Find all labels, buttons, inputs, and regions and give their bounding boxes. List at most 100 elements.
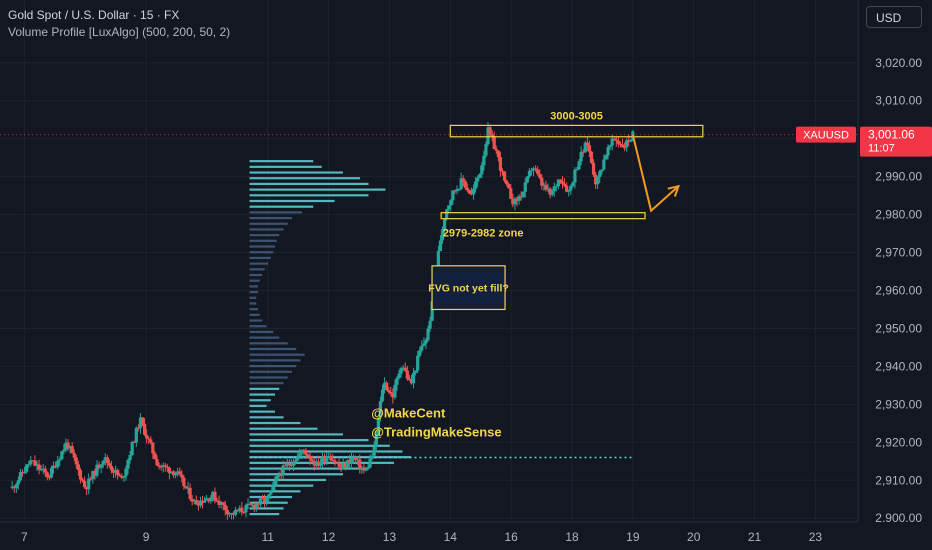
- candle-body: [186, 487, 190, 489]
- candle-body: [531, 168, 536, 171]
- candle-body: [122, 476, 126, 478]
- candle-body: [27, 464, 31, 466]
- candle-body: [167, 467, 172, 474]
- price-tick-label: 3,010.00: [875, 94, 922, 108]
- volume-profile-bar: [249, 421, 301, 425]
- price-tick-label: 2,900.00: [875, 511, 922, 525]
- candle-body: [74, 457, 78, 465]
- time-tick-label: 16: [504, 530, 518, 544]
- candle-body: [35, 464, 39, 466]
- volume-profile-bar: [249, 404, 267, 408]
- candle-body: [238, 507, 242, 512]
- candle-body: [591, 162, 596, 175]
- candle-body: [438, 240, 443, 251]
- candle-body: [312, 461, 316, 466]
- candle-body: [538, 173, 542, 178]
- candle-body: [267, 494, 271, 498]
- volume-profile-bar: [249, 387, 280, 390]
- candle-body: [134, 427, 138, 443]
- time-tick-label: 7: [21, 530, 28, 544]
- candle-body: [556, 179, 560, 187]
- candle-body: [58, 459, 62, 461]
- candle-body: [629, 139, 633, 142]
- volume-profile-bar: [249, 194, 369, 197]
- volume-profile-bar: [249, 239, 277, 242]
- volume-profile-bar: [249, 450, 403, 453]
- candle-body: [600, 169, 604, 172]
- volume-profile-bar: [249, 262, 269, 265]
- candle-body: [103, 457, 107, 461]
- volume-profile-bar: [249, 234, 280, 237]
- candle-body: [111, 470, 116, 473]
- candle-body: [587, 145, 592, 152]
- volume-profile-bar: [249, 410, 275, 413]
- candle-body: [612, 138, 616, 140]
- volume-profile-bar: [249, 268, 265, 271]
- candle-body: [610, 138, 614, 146]
- symbol-tag: [796, 126, 856, 143]
- time-tick-label: 18: [565, 530, 579, 544]
- candle-body: [529, 170, 534, 172]
- candle-body: [171, 471, 176, 476]
- candle-body: [461, 178, 465, 182]
- candle-body: [271, 484, 275, 491]
- candle-body: [196, 504, 200, 506]
- candle-body: [567, 190, 571, 192]
- candle-body: [606, 147, 610, 156]
- candle-body: [480, 165, 484, 175]
- candle-body: [380, 389, 385, 402]
- candle-body: [525, 176, 529, 183]
- candle-body: [409, 380, 414, 384]
- candle-body: [364, 469, 368, 471]
- candle-body: [426, 328, 430, 341]
- volume-profile-bar: [249, 382, 284, 385]
- candle-body: [382, 382, 387, 390]
- candle-body: [136, 427, 140, 429]
- time-tick-label: 11: [262, 530, 275, 544]
- candle-body: [221, 502, 225, 505]
- candle-body: [589, 151, 594, 163]
- candle-body: [459, 178, 463, 189]
- candle-body: [347, 460, 352, 464]
- candle-body: [602, 159, 606, 170]
- candle-body: [405, 370, 409, 379]
- candle-body: [620, 144, 625, 148]
- candle-body: [234, 509, 238, 515]
- candle-body: [436, 250, 440, 273]
- volume-profile-bar: [249, 507, 284, 510]
- volume-profile-bar: [249, 302, 257, 305]
- candle-body: [440, 228, 445, 241]
- candle-body: [180, 474, 184, 478]
- candle-body: [229, 512, 234, 514]
- candle-body: [517, 196, 521, 202]
- candle-body: [387, 389, 391, 392]
- candle-body: [254, 503, 258, 509]
- candle-body: [161, 465, 165, 467]
- candle-body: [262, 498, 267, 503]
- volume-profile-bar: [249, 330, 274, 334]
- candle-body: [159, 466, 163, 468]
- candle-body: [393, 384, 397, 398]
- candle-body: [10, 486, 14, 488]
- currency-selector[interactable]: USD: [866, 6, 922, 28]
- candle-body: [502, 171, 507, 181]
- candle-body: [126, 459, 130, 469]
- candle-body: [368, 458, 372, 468]
- candle-body: [581, 151, 585, 153]
- candle-body: [360, 468, 364, 470]
- candle-body: [418, 350, 422, 356]
- candle-body: [327, 456, 331, 458]
- candle-body: [478, 174, 482, 178]
- candle-body: [583, 142, 587, 153]
- candle-body: [420, 345, 424, 351]
- candle-body: [101, 460, 105, 465]
- zone-label: 3000-3005: [550, 110, 603, 122]
- symbol-tag-label: XAUUSD: [803, 130, 849, 142]
- candle-body: [575, 169, 579, 171]
- candle-body: [422, 343, 426, 346]
- candle-body: [573, 169, 577, 183]
- candle-body: [302, 449, 306, 451]
- candle-body: [22, 471, 27, 474]
- candle-body: [198, 500, 203, 506]
